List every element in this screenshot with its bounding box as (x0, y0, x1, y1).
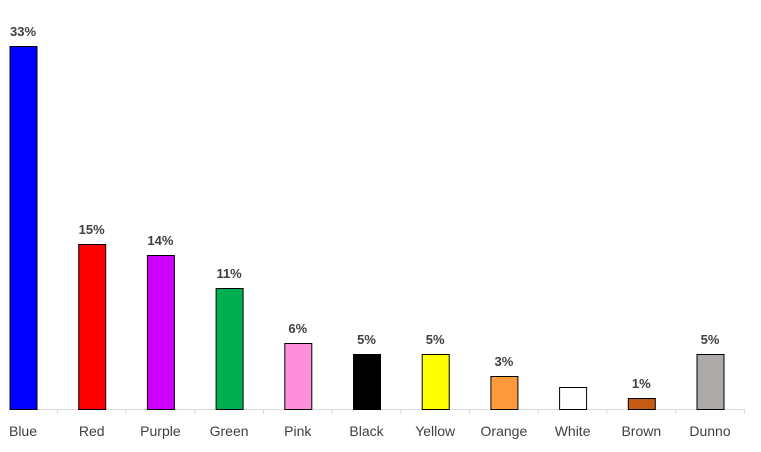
bar (696, 354, 725, 410)
bar (421, 354, 450, 410)
bar (78, 244, 107, 410)
value-label: 11% (216, 266, 242, 281)
value-label: 5% (357, 332, 376, 347)
category-label: Green (210, 423, 249, 439)
category-label: Dunno (689, 423, 730, 439)
value-label: 33% (10, 24, 36, 39)
bar (146, 255, 175, 410)
category-label: Purple (140, 423, 181, 439)
value-label: 3% (495, 354, 514, 369)
category-label: Black (349, 423, 384, 439)
category-label: Orange (481, 423, 528, 439)
bar (284, 343, 313, 410)
value-label: 5% (701, 332, 720, 347)
value-label: 14% (147, 233, 173, 248)
category-label: Blue (9, 423, 37, 439)
value-label: 5% (426, 332, 445, 347)
bar (627, 398, 656, 410)
value-label: 1% (632, 376, 651, 391)
category-label: Red (79, 423, 105, 439)
category-label: Pink (284, 423, 312, 439)
category-label: Yellow (415, 423, 456, 439)
value-label: 6% (288, 321, 307, 336)
category-label: Brown (621, 423, 661, 439)
bar (9, 46, 38, 410)
bar (559, 387, 588, 410)
value-label: 15% (79, 222, 105, 237)
bar (353, 354, 381, 410)
category-label: White (555, 423, 591, 439)
bar (490, 376, 519, 410)
bar (215, 288, 244, 410)
